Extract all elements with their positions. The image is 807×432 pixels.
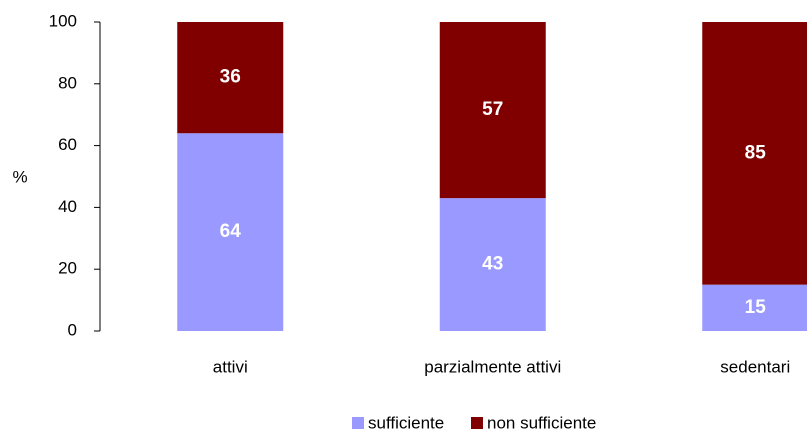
legend-swatch	[471, 417, 483, 429]
legend-label: non sufficiente	[487, 413, 596, 432]
y-tick-label: 0	[68, 320, 77, 339]
data-label: 85	[745, 142, 767, 163]
legend-label: sufficiente	[368, 413, 444, 432]
y-axis-label: %	[12, 167, 27, 186]
x-tick-label: sedentari	[720, 357, 790, 376]
data-label: 57	[482, 99, 503, 120]
bar-segment	[439, 22, 546, 199]
data-label: 15	[745, 297, 767, 318]
x-tick-label: attivi	[213, 357, 248, 376]
bar-segment	[702, 22, 807, 285]
y-tick-label: 80	[58, 73, 77, 92]
data-label: 43	[482, 254, 503, 275]
y-tick-label: 100	[49, 11, 77, 30]
legend-swatch	[352, 417, 364, 429]
data-label: 36	[220, 67, 241, 88]
y-tick-label: 60	[58, 135, 77, 154]
y-tick-label: 20	[58, 259, 77, 278]
y-tick-label: 40	[58, 197, 77, 216]
bar-segment	[439, 198, 546, 331]
bar-segment	[702, 284, 807, 331]
x-tick-label: parzialmente attivi	[424, 357, 561, 376]
bar-segment	[177, 133, 284, 331]
data-label: 64	[220, 221, 242, 242]
bar-segment	[177, 22, 284, 134]
